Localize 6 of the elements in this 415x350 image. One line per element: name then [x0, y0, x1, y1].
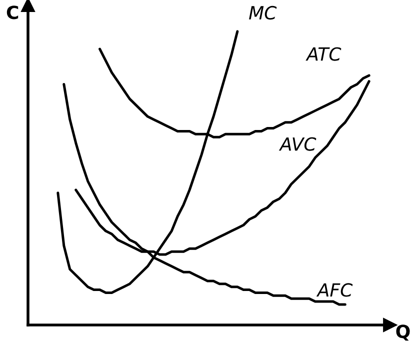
series-label: ATC — [306, 47, 342, 61]
series-label: MC — [249, 6, 277, 20]
x-axis-title: Q — [396, 324, 410, 341]
y-axis-title: C — [6, 6, 18, 20]
series-label: AFC — [316, 283, 353, 297]
series-label: AVC — [278, 137, 316, 151]
